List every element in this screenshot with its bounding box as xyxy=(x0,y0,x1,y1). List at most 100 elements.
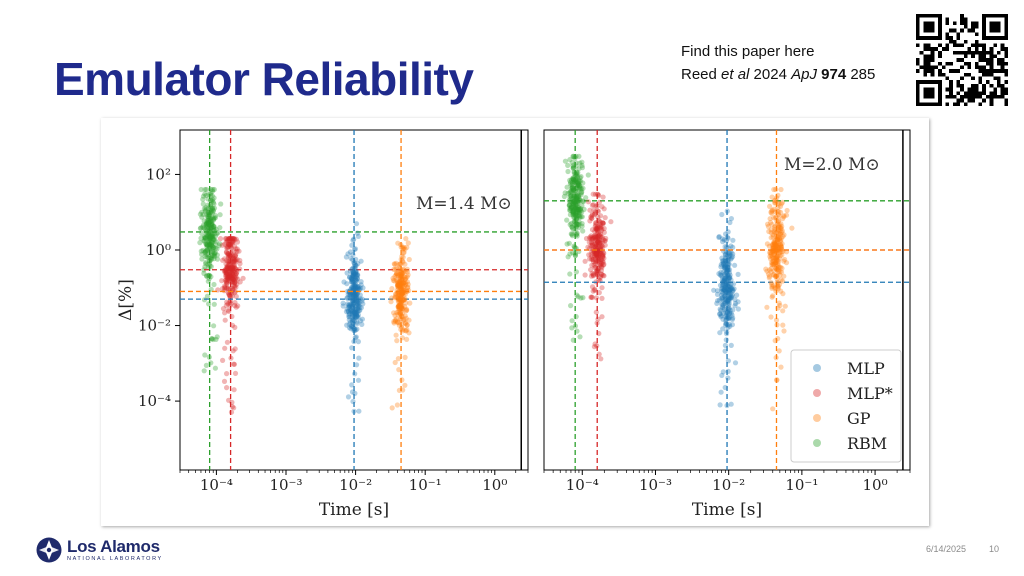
data-point xyxy=(596,232,603,238)
data-point xyxy=(392,295,398,301)
data-point xyxy=(351,309,357,316)
data-point xyxy=(776,222,782,228)
data-point xyxy=(353,334,359,340)
data-point xyxy=(228,301,234,307)
data-point xyxy=(597,225,604,231)
data-point xyxy=(209,233,215,239)
qr-module xyxy=(985,58,990,62)
data-point xyxy=(722,293,728,299)
qr-module xyxy=(956,36,961,40)
data-point xyxy=(400,254,406,260)
qr-module xyxy=(971,76,975,81)
data-point xyxy=(391,261,397,267)
y-tick-label: 10⁻² xyxy=(138,317,171,335)
qr-module xyxy=(978,43,983,48)
legend-marker xyxy=(813,439,821,447)
data-point xyxy=(353,309,359,315)
data-point xyxy=(209,193,215,199)
data-point xyxy=(577,206,583,213)
legend-label: MLP xyxy=(847,359,885,378)
data-point xyxy=(720,260,726,266)
data-point xyxy=(225,251,231,257)
data-point xyxy=(578,295,584,301)
data-point xyxy=(204,242,210,248)
data-point xyxy=(231,405,237,411)
data-point xyxy=(233,293,239,300)
qr-module xyxy=(960,83,964,88)
data-point xyxy=(355,286,361,292)
data-point xyxy=(779,229,785,235)
data-point xyxy=(358,305,364,311)
data-point xyxy=(789,225,795,231)
qr-module xyxy=(989,47,994,51)
data-point xyxy=(572,252,578,259)
qr-module xyxy=(989,83,994,88)
qr-module xyxy=(963,25,968,29)
data-point xyxy=(356,408,362,414)
data-point xyxy=(231,361,237,367)
data-point xyxy=(210,249,216,255)
data-point xyxy=(598,234,604,240)
data-point xyxy=(398,244,404,250)
data-point xyxy=(230,253,236,259)
data-point xyxy=(209,225,215,231)
qr-module xyxy=(934,47,939,51)
data-point xyxy=(726,296,732,302)
data-point xyxy=(573,314,579,320)
data-point xyxy=(209,224,215,231)
data-point xyxy=(720,297,726,303)
data-point xyxy=(392,294,398,300)
data-point xyxy=(204,254,210,260)
data-point xyxy=(568,204,574,210)
qr-module xyxy=(971,83,975,88)
data-point xyxy=(777,231,784,237)
data-point xyxy=(587,207,593,213)
data-point xyxy=(230,255,236,261)
data-point xyxy=(565,162,571,168)
data-point xyxy=(214,246,220,252)
data-point xyxy=(214,256,221,262)
data-point xyxy=(199,256,205,262)
qr-module xyxy=(952,43,957,48)
data-point xyxy=(600,259,606,265)
data-point xyxy=(585,172,591,178)
data-point xyxy=(776,348,782,354)
qr-finder xyxy=(938,14,942,40)
data-point xyxy=(204,242,210,248)
data-point xyxy=(405,281,411,287)
data-point xyxy=(203,248,209,254)
data-point xyxy=(590,258,596,265)
data-point xyxy=(203,362,209,368)
data-point xyxy=(777,235,783,241)
qr-module xyxy=(949,94,953,99)
data-point xyxy=(200,247,206,253)
data-point xyxy=(778,364,784,370)
data-point xyxy=(600,272,606,278)
data-point xyxy=(203,251,210,257)
data-point xyxy=(768,230,774,236)
qr-finder xyxy=(916,80,942,84)
data-point xyxy=(720,258,727,264)
qr-finder xyxy=(916,14,942,18)
data-point xyxy=(205,221,211,227)
qr-code-icon[interactable] xyxy=(914,14,1010,106)
data-point xyxy=(227,293,233,299)
data-point xyxy=(711,287,717,293)
data-point xyxy=(404,279,410,285)
ref-et-al: et al xyxy=(721,66,750,83)
data-point xyxy=(719,289,725,295)
qr-module xyxy=(927,61,931,66)
data-point xyxy=(233,271,239,277)
data-point xyxy=(398,308,404,314)
qr-module xyxy=(978,76,983,81)
data-point xyxy=(224,267,230,273)
data-point xyxy=(770,258,776,264)
data-point xyxy=(769,208,775,214)
data-point xyxy=(355,306,361,312)
data-point xyxy=(210,236,216,242)
data-point xyxy=(210,186,216,193)
data-point xyxy=(576,166,582,172)
data-point xyxy=(579,189,585,195)
data-point xyxy=(202,186,208,193)
data-point xyxy=(358,279,364,285)
